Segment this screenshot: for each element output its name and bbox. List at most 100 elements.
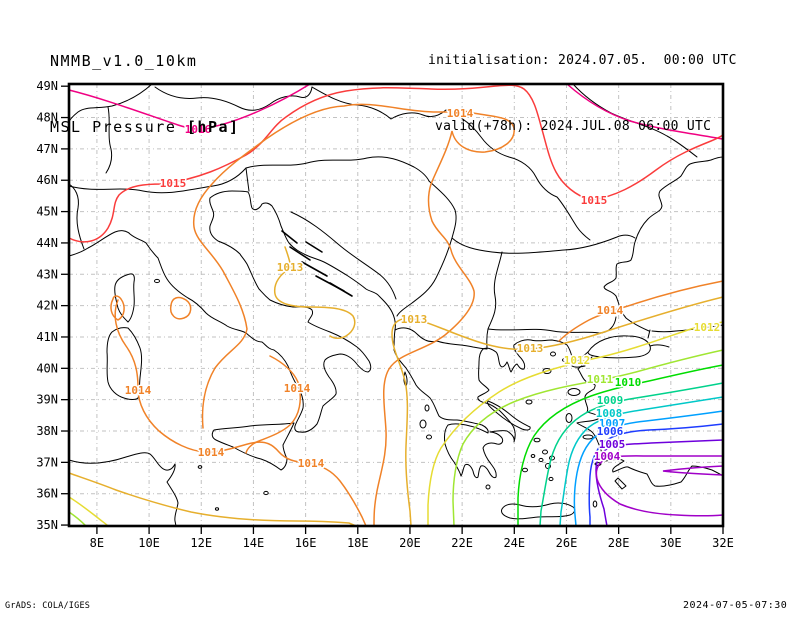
contour-line-1009 bbox=[539, 382, 724, 527]
contour-label-1010: 1010 bbox=[615, 376, 642, 389]
border-slovakia-hungary bbox=[311, 86, 447, 120]
contour-label-1016: 1016 bbox=[185, 123, 212, 136]
field-title: MSL Pressure [hPa] bbox=[50, 118, 240, 136]
y-axis-label: 44N bbox=[36, 236, 58, 250]
y-axis-label: 46N bbox=[36, 173, 58, 187]
valid-time: valid(+78h): 2024.JUL.08 06:00 UTC bbox=[435, 119, 712, 134]
border-bosnia bbox=[290, 211, 397, 300]
border-serbia-bulgaria bbox=[486, 251, 503, 349]
border-carpathians bbox=[445, 109, 591, 241]
contour-line-1006 bbox=[588, 423, 724, 527]
model-title: NMMB_v1.0_10km bbox=[50, 52, 198, 70]
island-milos bbox=[522, 467, 528, 473]
contour-label-1014: 1014 bbox=[597, 304, 624, 317]
x-axis-label: 30E bbox=[660, 536, 682, 550]
island-croatia-dash-1 bbox=[281, 230, 298, 244]
y-axis-label: 36N bbox=[36, 487, 58, 501]
contour-line-1014 bbox=[169, 296, 192, 320]
contour-line-1007 bbox=[573, 410, 724, 527]
contour-line-1008 bbox=[559, 396, 724, 527]
border-hungary-serbia bbox=[428, 180, 457, 239]
island-samos bbox=[582, 434, 594, 440]
axis-layer: 49N 48N 47N 46N 45N 44N 43N 42N 41N 40N 39N 38N 37N 3… bbox=[36, 79, 734, 550]
contour-line-1014 bbox=[245, 355, 302, 454]
contour-line-1010 bbox=[517, 364, 724, 527]
contour-label-1012: 1012 bbox=[564, 354, 591, 367]
contour-label-1007: 1007 bbox=[599, 417, 626, 430]
contour-label-1008: 1008 bbox=[596, 407, 623, 420]
contour-line-1005 bbox=[595, 439, 724, 527]
island-croatia-dash-3 bbox=[301, 261, 328, 277]
island-croatia-dash-5 bbox=[305, 241, 323, 253]
island-croatia-dash-2 bbox=[289, 246, 311, 261]
border-czechia bbox=[154, 86, 313, 111]
island-lefkada bbox=[424, 404, 430, 412]
contour-label-1013: 1013 bbox=[401, 313, 428, 326]
contour-line-1014 bbox=[558, 280, 724, 342]
y-axis-label: 35N bbox=[36, 518, 58, 532]
x-axis-label: 14E bbox=[243, 536, 265, 550]
y-axis-label: 37N bbox=[36, 455, 58, 469]
coastline-izmit-gulf bbox=[649, 344, 670, 348]
contour-layer bbox=[68, 83, 724, 527]
island-gokceada bbox=[562, 357, 568, 363]
contour-label-1014: 1014 bbox=[298, 457, 325, 470]
x-axis-label: 12E bbox=[190, 536, 212, 550]
contour-line-1013 bbox=[273, 246, 356, 339]
coastline-sicily bbox=[211, 422, 295, 471]
x-axis-label: 16E bbox=[295, 536, 317, 550]
island-andros bbox=[533, 437, 541, 443]
contour-line-1014 bbox=[192, 103, 515, 527]
x-axis-label: 32E bbox=[712, 536, 734, 550]
island-lesbos bbox=[567, 388, 581, 396]
island-croatia-dash-6 bbox=[329, 282, 353, 297]
y-axis-label: 40N bbox=[36, 361, 58, 375]
island-malta bbox=[263, 490, 269, 496]
contour-line-1012 bbox=[68, 496, 109, 527]
y-axis-label: 47N bbox=[36, 142, 58, 156]
y-axis-label: 49N bbox=[36, 79, 58, 93]
border-serbia-kosovo bbox=[396, 237, 453, 317]
island-chios bbox=[565, 413, 573, 423]
contour-label-1015: 1015 bbox=[160, 177, 187, 190]
border-france-italy bbox=[68, 183, 85, 250]
coastline-euboea bbox=[487, 400, 531, 431]
coastline-marmara bbox=[587, 335, 651, 359]
island-cyclades-4 bbox=[530, 454, 536, 458]
y-axis-label: 43N bbox=[36, 267, 58, 281]
coastline-italy-adriatic-greece bbox=[68, 190, 586, 479]
contour-label-1011: 1011 bbox=[587, 373, 614, 386]
y-axis-label: 38N bbox=[36, 424, 58, 438]
coastline-black-sea-south bbox=[651, 324, 724, 333]
x-axis-label: 22E bbox=[451, 536, 473, 550]
contour-line-1016 bbox=[566, 83, 724, 140]
x-axis-label: 20E bbox=[399, 536, 421, 550]
contour-label-1014: 1014 bbox=[284, 382, 311, 395]
island-zakynthos bbox=[426, 434, 432, 440]
island-elba bbox=[154, 278, 160, 284]
grads-credit: GrADS: COLA/IGES bbox=[5, 601, 91, 611]
x-axis-label: 26E bbox=[556, 536, 578, 550]
island-skyros bbox=[525, 399, 533, 405]
island-kythira bbox=[485, 484, 491, 490]
contour-label-1009: 1009 bbox=[597, 394, 624, 407]
contour-label-1014: 1014 bbox=[447, 107, 474, 120]
contour-label-1014: 1014 bbox=[198, 446, 225, 459]
contour-line-1011 bbox=[452, 349, 724, 527]
contour-line-1014 bbox=[114, 299, 367, 527]
y-axis-label: 45N bbox=[36, 205, 58, 219]
contour-line-1004 bbox=[595, 455, 724, 517]
header-right: initialisation: 2024.07.05. 00:00 UTC va… bbox=[428, 6, 737, 182]
island-santorini bbox=[548, 476, 554, 482]
y-axis-label: 48N bbox=[36, 111, 58, 125]
border-danube bbox=[451, 234, 636, 254]
coastline-bosporus bbox=[647, 329, 651, 339]
contour-label-1014: 1014 bbox=[125, 384, 152, 397]
contour-line-1004 bbox=[662, 465, 724, 476]
contour-label-1005: 1005 bbox=[599, 438, 626, 451]
creation-timestamp: 2024-07-05-07:30 bbox=[683, 600, 788, 611]
border-bulgaria-greece bbox=[487, 316, 617, 334]
contour-line-1012 bbox=[427, 321, 724, 527]
coastline-black-sea-west bbox=[603, 156, 724, 332]
